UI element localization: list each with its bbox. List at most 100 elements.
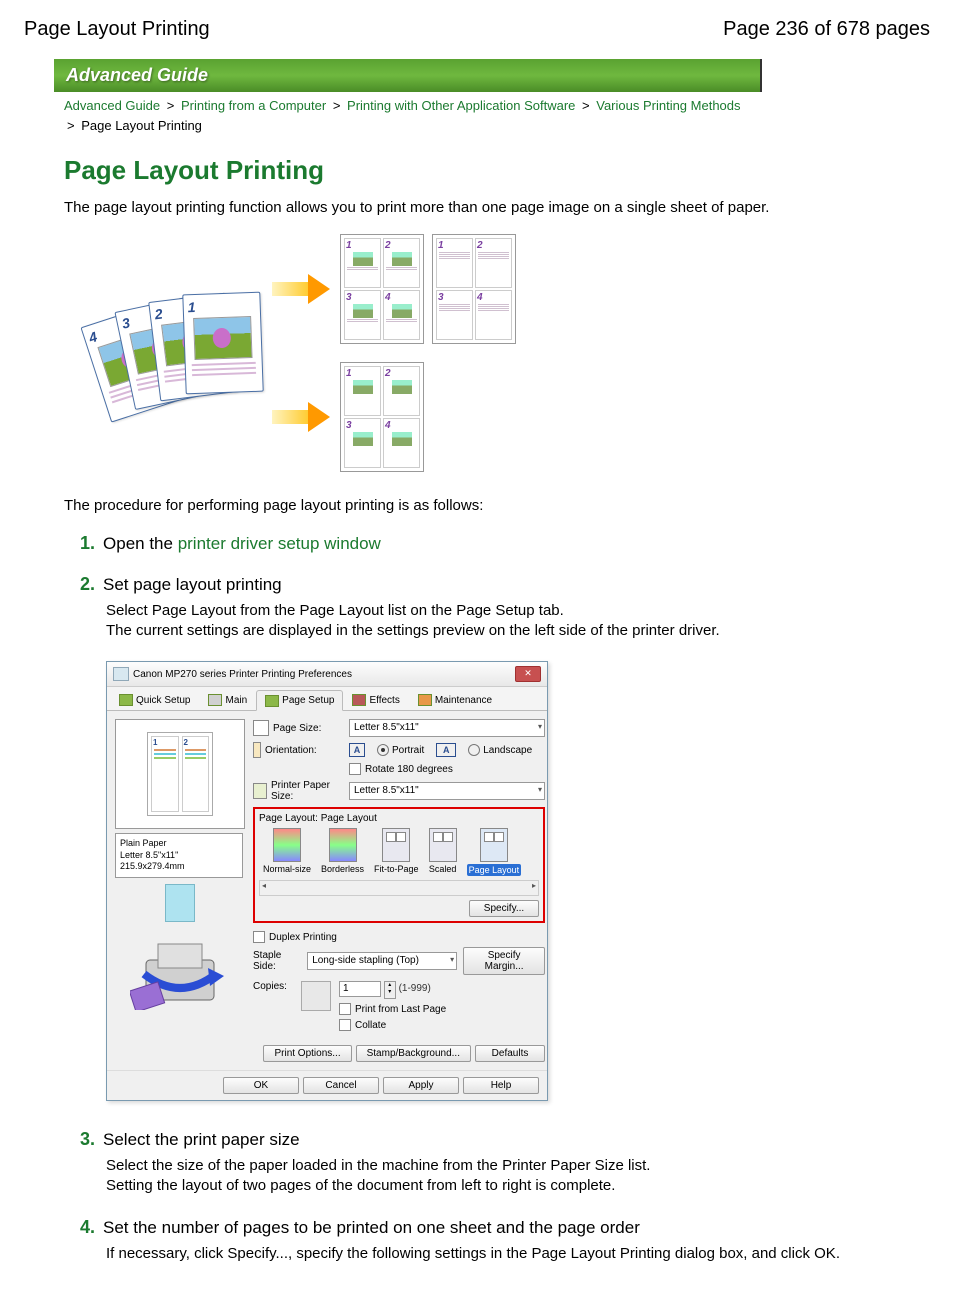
- layout-option-borderless[interactable]: Borderless: [321, 828, 364, 876]
- collate-checkbox[interactable]: [339, 1019, 351, 1031]
- step-body-line: The current settings are displayed in th…: [106, 621, 900, 641]
- orientation-icon: [253, 742, 261, 758]
- step-body-line: Select Page Layout from the Page Layout …: [106, 601, 900, 621]
- dialog-footer-buttons: OK Cancel Apply Help: [107, 1070, 547, 1100]
- tab-page-setup[interactable]: Page Setup: [256, 690, 343, 711]
- printer-paper-icon: [253, 783, 267, 799]
- breadcrumb-current: Page Layout Printing: [81, 118, 202, 133]
- printer-paper-size-select[interactable]: Letter 8.5"x11": [349, 782, 545, 800]
- four-up-result-icon: 1 2 3 4: [432, 234, 516, 344]
- breadcrumb-link[interactable]: Advanced Guide: [64, 98, 160, 113]
- tab-icon: [208, 694, 222, 706]
- breadcrumb-link[interactable]: Printing from a Computer: [181, 98, 326, 113]
- layout-scrollbar[interactable]: [259, 880, 539, 896]
- illustration: 4 3 2 1 1 2 3 4: [94, 234, 930, 472]
- tab-effects[interactable]: Effects: [343, 690, 408, 710]
- copies-icon: [301, 981, 331, 1011]
- intro-text: The page layout printing function allows…: [64, 198, 900, 218]
- defaults-button[interactable]: Defaults: [475, 1045, 545, 1062]
- printer-icon: [113, 667, 129, 681]
- dialog-titlebar: Canon MP270 series Printer Printing Pref…: [107, 662, 547, 687]
- stack-of-pages-icon: 4 3 2 1: [94, 283, 264, 423]
- dialog-tabs: Quick Setup Main Page Setup Effects Main…: [107, 687, 547, 711]
- specify-button[interactable]: Specify...: [469, 900, 539, 917]
- duplex-checkbox[interactable]: [253, 931, 265, 943]
- breadcrumb: Advanced Guide > Printing from a Compute…: [64, 96, 744, 135]
- step-1: 1. Open the printer driver setup window: [80, 533, 900, 554]
- copies-input[interactable]: 1: [339, 981, 381, 997]
- step-number: 1.: [80, 533, 95, 554]
- page-title: Page Layout Printing: [24, 18, 210, 41]
- settings-preview: 1 2: [115, 719, 245, 829]
- breadcrumb-sep: >: [582, 98, 590, 113]
- print-options-button[interactable]: Print Options...: [263, 1045, 351, 1062]
- print-last-checkbox[interactable]: [339, 1003, 351, 1015]
- main-heading: Page Layout Printing: [64, 155, 930, 186]
- orientation-label: Orientation:: [265, 745, 317, 756]
- specify-margin-button[interactable]: Specify Margin...: [463, 947, 545, 975]
- layout-option-pagelayout[interactable]: Page Layout: [467, 828, 522, 876]
- page-size-select[interactable]: Letter 8.5"x11": [349, 719, 545, 737]
- step-body-line: Select the size of the paper loaded in t…: [106, 1156, 900, 1176]
- step-4: 4. Set the number of pages to be printed…: [80, 1217, 900, 1264]
- breadcrumb-sep: >: [167, 98, 175, 113]
- breadcrumb-link[interactable]: Various Printing Methods: [596, 98, 740, 113]
- printer-illustration-icon: [130, 930, 230, 1010]
- step-number: 3.: [80, 1129, 95, 1150]
- layout-option-scaled[interactable]: Scaled: [429, 828, 457, 876]
- rotate-label: Rotate 180 degrees: [365, 764, 453, 775]
- preview-meta: Plain Paper Letter 8.5"x11" 215.9x279.4m…: [115, 833, 243, 878]
- copies-spinner[interactable]: ▴▾: [384, 981, 396, 999]
- step-title: Open the printer driver setup window: [103, 534, 381, 554]
- duplex-label: Duplex Printing: [269, 932, 337, 943]
- tab-icon: [352, 694, 366, 706]
- staple-select[interactable]: Long-side stapling (Top): [307, 952, 457, 970]
- page-counter: Page 236 of 678 pages: [723, 18, 930, 41]
- portrait-radio[interactable]: Portrait: [377, 744, 424, 756]
- step-body-line: Setting the layout of two pages of the d…: [106, 1176, 900, 1196]
- guide-banner: Advanced Guide: [54, 59, 762, 92]
- tab-main[interactable]: Main: [199, 690, 256, 710]
- landscape-a-icon: A: [436, 743, 456, 757]
- breadcrumb-sep: >: [333, 98, 341, 113]
- dialog-preview-panel: 1 2 Plain Paper Letter 8.5"x11" 215.9x27…: [115, 719, 245, 1062]
- ok-button[interactable]: OK: [223, 1077, 299, 1094]
- help-button[interactable]: Help: [463, 1077, 539, 1094]
- printer-driver-link[interactable]: printer driver setup window: [178, 534, 381, 553]
- landscape-radio[interactable]: Landscape: [468, 744, 532, 756]
- tab-icon: [265, 695, 279, 707]
- page-size-icon: [253, 720, 269, 736]
- tab-quick-setup[interactable]: Quick Setup: [110, 690, 199, 710]
- arrow-icon: [272, 402, 332, 432]
- step-title: Set page layout printing: [103, 575, 282, 595]
- staple-label: Staple Side:: [253, 950, 301, 972]
- page-layout-header: Page Layout: Page Layout: [259, 813, 539, 824]
- close-icon[interactable]: ✕: [515, 666, 541, 682]
- cancel-button[interactable]: Cancel: [303, 1077, 379, 1094]
- step-3: 3. Select the print paper size Select th…: [80, 1129, 900, 1197]
- tab-maintenance[interactable]: Maintenance: [409, 690, 501, 710]
- step-number: 4.: [80, 1217, 95, 1238]
- rotate-checkbox[interactable]: [349, 763, 361, 775]
- breadcrumb-link[interactable]: Printing with Other Application Software: [347, 98, 575, 113]
- tab-icon: [119, 694, 133, 706]
- arrow-icon: [272, 274, 332, 304]
- dialog-form-panel: Page Size: Letter 8.5"x11" Orientation: …: [253, 719, 545, 1062]
- breadcrumb-sep: >: [67, 118, 75, 133]
- layout-option-fit[interactable]: Fit-to-Page: [374, 828, 419, 876]
- step-body-line: If necessary, click Specify..., specify …: [106, 1244, 900, 1264]
- step-title: Select the print paper size: [103, 1130, 300, 1150]
- page-icon: [165, 884, 195, 922]
- step-2: 2. Set page layout printing Select Page …: [80, 574, 900, 642]
- apply-button[interactable]: Apply: [383, 1077, 459, 1094]
- preferences-dialog: Canon MP270 series Printer Printing Pref…: [106, 661, 548, 1101]
- page-size-label: Page Size:: [273, 723, 321, 734]
- layout-option-normal[interactable]: Normal-size: [263, 828, 311, 876]
- dialog-title: Canon MP270 series Printer Printing Pref…: [133, 669, 515, 680]
- copies-label: Copies:: [253, 981, 293, 992]
- step-number: 2.: [80, 574, 95, 595]
- four-up-result-icon: 1 2 3 4: [340, 362, 424, 472]
- four-up-result-icon: 1 2 3 4: [340, 234, 424, 344]
- tab-icon: [418, 694, 432, 706]
- stamp-background-button[interactable]: Stamp/Background...: [356, 1045, 471, 1062]
